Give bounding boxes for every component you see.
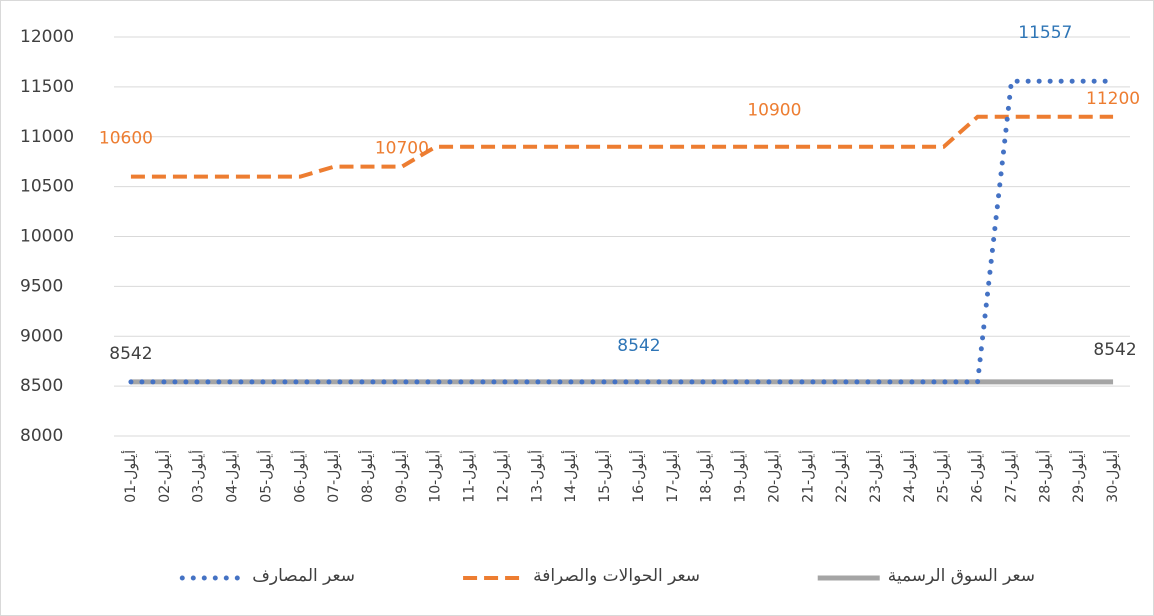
x-tick-label: 07-أيلول bbox=[324, 450, 342, 503]
y-tick-label: 9500 bbox=[20, 276, 63, 296]
x-tick-label: 02-أيلول bbox=[155, 450, 173, 503]
legend-label: سعر السوق الرسمية bbox=[888, 566, 1035, 586]
x-tick-label: 19-أيلول bbox=[731, 450, 749, 503]
x-tick-label: 16-أيلول bbox=[629, 450, 647, 503]
x-tick-label: 12-أيلول bbox=[493, 450, 511, 503]
data-label: 8542 bbox=[109, 344, 152, 364]
x-tick-label: 27-أيلول bbox=[1001, 450, 1019, 503]
data-label: 11200 bbox=[1086, 89, 1140, 109]
x-tick-label: 15-أيلول bbox=[595, 450, 613, 503]
legend-label: سعر الحوالات والصرافة bbox=[533, 566, 700, 586]
series-line bbox=[128, 78, 1116, 385]
y-tick-label: 9000 bbox=[20, 326, 63, 346]
x-tick-label: 23-أيلول bbox=[866, 450, 884, 503]
x-tick-label: 26-أيلول bbox=[968, 450, 986, 503]
x-tick-label: 28-أيلول bbox=[1035, 450, 1053, 503]
data-label: 10900 bbox=[747, 101, 801, 121]
data-label: 10700 bbox=[375, 139, 429, 159]
x-tick-label: 10-أيلول bbox=[426, 450, 444, 503]
y-tick-label: 8000 bbox=[20, 426, 63, 446]
x-tick-label: 05-أيلول bbox=[256, 450, 274, 503]
x-tick-label: 21-أيلول bbox=[798, 450, 816, 503]
data-label: 8542 bbox=[617, 336, 660, 356]
x-tick-label: 01-أيلول bbox=[121, 450, 139, 503]
data-label: 8542 bbox=[1093, 340, 1136, 360]
data-label: 11557 bbox=[1018, 23, 1072, 43]
y-tick-label: 8500 bbox=[20, 376, 63, 396]
x-tick-label: 17-أيلول bbox=[663, 450, 681, 503]
data-label: 10600 bbox=[99, 129, 153, 149]
x-tick-label: 14-أيلول bbox=[561, 450, 579, 503]
y-tick-label: 11000 bbox=[20, 127, 74, 147]
x-tick-label: 22-أيلول bbox=[832, 450, 850, 503]
x-tick-label: 18-أيلول bbox=[697, 450, 715, 503]
y-tick-label: 10000 bbox=[20, 227, 74, 247]
y-tick-label: 10500 bbox=[20, 177, 74, 197]
x-tick-label: 29-أيلول bbox=[1069, 450, 1087, 503]
x-tick-label: 09-أيلول bbox=[392, 450, 410, 503]
x-tick-label: 20-أيلول bbox=[764, 450, 782, 503]
x-tick-label: 08-أيلول bbox=[358, 450, 376, 503]
x-tick-label: 03-أيلول bbox=[189, 450, 207, 503]
series-line bbox=[130, 114, 1114, 179]
legend-label: سعر المصارف bbox=[252, 566, 355, 586]
x-tick-label: 06-أيلول bbox=[290, 450, 308, 503]
x-tick-label: 11-أيلول bbox=[460, 450, 478, 503]
x-tick-label: 13-أيلول bbox=[527, 450, 545, 503]
x-tick-label: 25-أيلول bbox=[934, 450, 952, 503]
x-tick-label: 24-أيلول bbox=[900, 450, 918, 503]
x-tick-label: 30-أيلول bbox=[1103, 450, 1121, 503]
y-tick-label: 11500 bbox=[20, 77, 74, 97]
x-tick-label: 04-أيلول bbox=[223, 450, 241, 503]
y-tick-label: 12000 bbox=[20, 27, 74, 47]
